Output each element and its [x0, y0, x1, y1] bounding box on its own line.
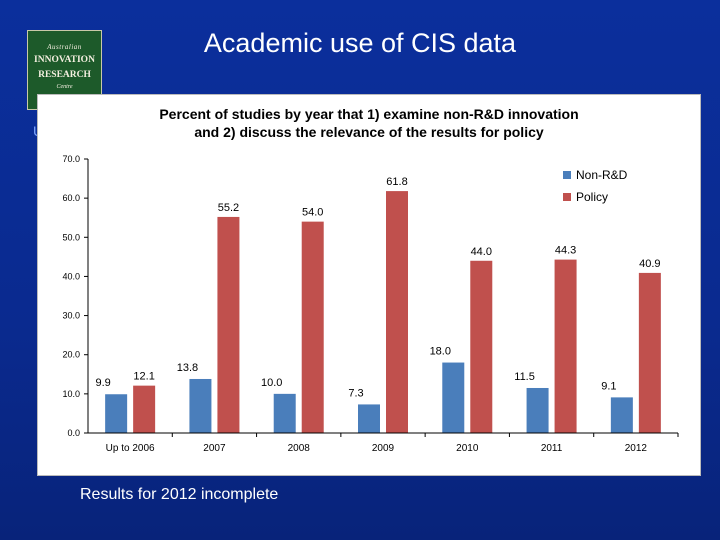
bar-non-rd: [273, 393, 296, 433]
data-label-policy: 55.2: [218, 202, 239, 214]
y-tick-label: 70.0: [62, 154, 80, 164]
legend-label-non-rd: Non-R&D: [576, 168, 628, 182]
bar-policy: [554, 259, 577, 433]
legend-swatch-policy: [563, 193, 571, 201]
data-label-non-rd: 9.1: [601, 380, 616, 392]
legend-label-policy: Policy: [576, 190, 608, 204]
y-tick-label: 30.0: [62, 311, 80, 321]
data-label-non-rd: 9.9: [95, 377, 110, 389]
chart-panel: Percent of studies by year that 1) exami…: [37, 94, 701, 476]
x-tick-label: 2007: [203, 443, 226, 454]
legend-swatch-non-rd: [563, 171, 571, 179]
data-label-non-rd: 13.8: [177, 362, 198, 374]
chart-title-line-2: and 2) discuss the relevance of the resu…: [194, 124, 544, 140]
x-tick-label: Up to 2006: [106, 443, 155, 454]
y-tick-label: 20.0: [62, 350, 80, 360]
bar-non-rd: [526, 387, 549, 433]
bar-non-rd: [358, 404, 380, 433]
bar-policy: [386, 191, 408, 433]
footnote: Results for 2012 incomplete: [80, 486, 279, 503]
bar-non-rd: [105, 394, 128, 433]
bar-non-rd: [442, 362, 465, 433]
y-tick-label: 40.0: [62, 271, 80, 281]
x-tick-label: 2008: [288, 443, 311, 454]
chart-title-line-1: Percent of studies by year that 1) exami…: [159, 106, 578, 122]
data-label-policy: 44.0: [471, 246, 492, 258]
data-label-non-rd: 18.0: [430, 346, 451, 358]
bar-policy: [470, 260, 493, 433]
x-tick-label: 2009: [372, 443, 395, 454]
slide-title: Academic use of CIS data: [203, 28, 517, 58]
data-label-non-rd: 10.0: [261, 377, 282, 389]
bar-policy: [638, 272, 661, 433]
y-tick-label: 10.0: [62, 389, 80, 399]
logo-line-3: RESEARCH: [38, 70, 91, 80]
bar-policy: [301, 221, 324, 433]
data-label-policy: 44.3: [555, 245, 576, 257]
data-label-policy: 61.8: [386, 176, 407, 188]
data-label-policy: 54.0: [302, 207, 323, 219]
bar-non-rd: [189, 378, 212, 433]
logo-line-4: Centre: [56, 84, 73, 90]
logo-line-2: INNOVATION: [34, 55, 95, 65]
bar-policy: [217, 216, 240, 433]
y-tick-label: 50.0: [62, 232, 80, 242]
bar-chart: Percent of studies by year that 1) exami…: [62, 106, 679, 454]
y-tick-label: 60.0: [62, 193, 80, 203]
logo-line-1: Australian: [47, 43, 82, 51]
data-label-policy: 12.1: [133, 371, 154, 383]
x-tick-label: 2011: [541, 443, 563, 454]
data-label-non-rd: 11.5: [514, 371, 535, 383]
y-tick-label: 0.0: [67, 428, 80, 438]
data-label-non-rd: 7.3: [348, 387, 363, 399]
bar-non-rd: [610, 397, 633, 433]
bar-policy: [133, 385, 156, 433]
x-tick-label: 2010: [456, 443, 479, 454]
data-label-policy: 40.9: [639, 258, 660, 270]
x-tick-label: 2012: [625, 443, 648, 454]
